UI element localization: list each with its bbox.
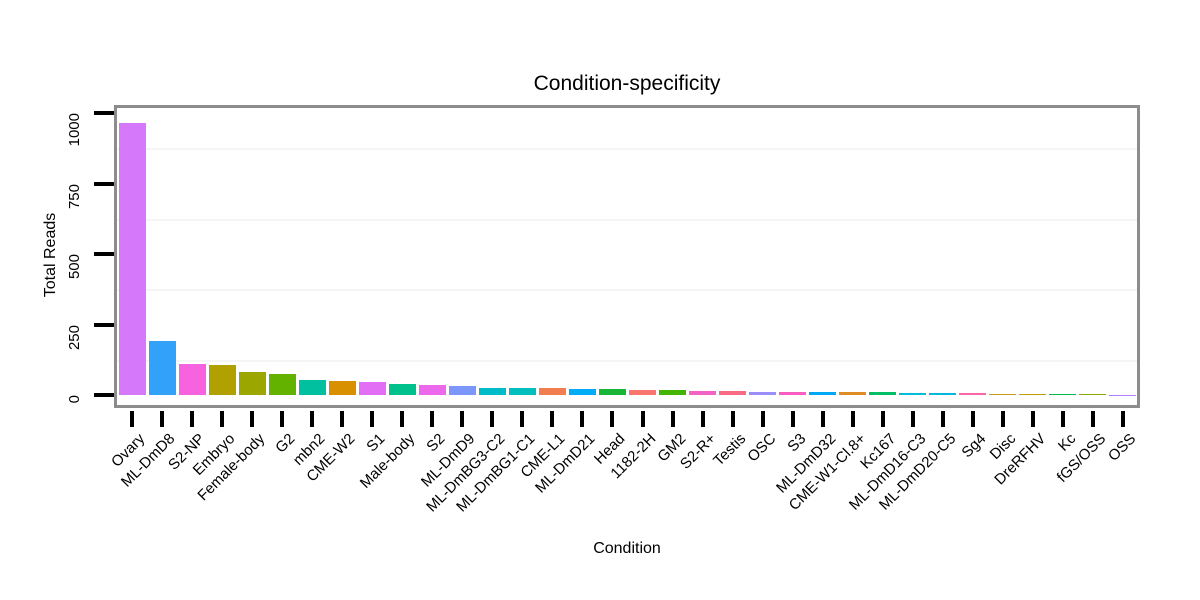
x-tick [430, 411, 435, 427]
x-tick [340, 411, 345, 427]
bar-g2 [268, 373, 296, 395]
x-tick [730, 411, 735, 427]
x-tick [310, 411, 315, 427]
x-tick [1090, 411, 1095, 427]
x-tick [190, 411, 195, 427]
bar-ml-dmd16-c3 [899, 392, 927, 395]
bar-ml-dmd9 [448, 386, 476, 395]
minor-gridline [117, 289, 1137, 292]
x-tick [1000, 411, 1005, 427]
x-tick [760, 411, 765, 427]
bar-cme-w1-cl-8- [839, 392, 867, 395]
x-tick [640, 411, 645, 427]
x-tick-label: Sg4 [958, 430, 990, 462]
bar-cme-w2 [328, 380, 356, 395]
x-tick [250, 411, 255, 427]
x-tick [1030, 411, 1035, 427]
x-tick [370, 411, 375, 427]
x-tick [820, 411, 825, 427]
x-tick [520, 411, 525, 427]
y-tick [94, 111, 114, 115]
x-tick [700, 411, 705, 427]
bar-kc [1049, 393, 1077, 395]
x-tick [400, 411, 405, 427]
bar-mbn2 [298, 379, 326, 395]
bar-female-body [238, 372, 266, 395]
x-tick [160, 411, 165, 427]
bar-ml-dmd32 [809, 392, 837, 395]
x-tick-label: Testis [709, 430, 749, 470]
bar-ml-dmd8 [148, 341, 176, 395]
bar-fgs-oss [1079, 394, 1107, 395]
x-tick-label: OSC [743, 430, 779, 466]
bar-head [598, 389, 626, 395]
bar-ml-dmd20-c5 [929, 393, 957, 395]
bar-s2-r- [689, 390, 717, 395]
bar-cme-l1 [538, 387, 566, 395]
bar-sg4 [959, 393, 987, 395]
x-tick [910, 411, 915, 427]
x-tick [970, 411, 975, 427]
x-tick [610, 411, 615, 427]
x-tick [220, 411, 225, 427]
minor-gridline [117, 359, 1137, 362]
minor-gridline [117, 218, 1137, 221]
y-tick-label: 750 [66, 183, 83, 209]
bar-s2 [418, 384, 446, 395]
y-tick [94, 252, 114, 256]
minor-gridline [117, 148, 1137, 151]
x-tick [130, 411, 134, 427]
x-tick [1120, 411, 1125, 427]
x-tick [580, 411, 585, 427]
y-tick-label: 0 [66, 395, 83, 404]
bar-s1 [358, 381, 386, 395]
x-tick [550, 411, 555, 427]
x-tick [280, 411, 285, 427]
y-tick-label: 500 [66, 254, 83, 280]
bar-s3 [779, 391, 807, 395]
x-tick-label: OSS [1104, 430, 1140, 465]
y-tick [94, 393, 114, 397]
bar-male-body [388, 384, 416, 395]
y-tick-label: 1000 [66, 113, 83, 147]
chart-title: Condition-specificity [533, 72, 721, 95]
x-tick [1060, 411, 1065, 427]
bar-ml-dmd21 [568, 388, 596, 395]
bar-drerfhv [1019, 393, 1047, 395]
bar-osc [749, 391, 777, 395]
plot-panel [114, 105, 1140, 408]
x-tick [790, 411, 795, 427]
x-tick [850, 411, 855, 427]
x-tick [670, 411, 675, 427]
y-tick [94, 181, 114, 186]
x-tick [460, 411, 465, 427]
x-tick [880, 411, 885, 427]
bar-embryo [208, 365, 236, 395]
y-tick [94, 322, 114, 327]
bar-ml-dmbg1-c1 [508, 387, 536, 395]
x-axis-title: Condition [593, 540, 661, 557]
x-tick [490, 411, 495, 427]
bar-gm2 [659, 389, 687, 395]
bar-1182-2h [629, 389, 656, 395]
y-axis-title: Total Reads [42, 212, 59, 298]
bar-ml-dmbg3-c2 [478, 387, 506, 395]
x-tick [940, 411, 945, 427]
bar-kc167 [869, 392, 897, 395]
y-tick-label: 250 [66, 324, 83, 350]
bar-disc [989, 393, 1017, 395]
bar-s2-np [178, 363, 206, 395]
bar-testis [719, 391, 747, 395]
bar-ovary [118, 122, 146, 395]
